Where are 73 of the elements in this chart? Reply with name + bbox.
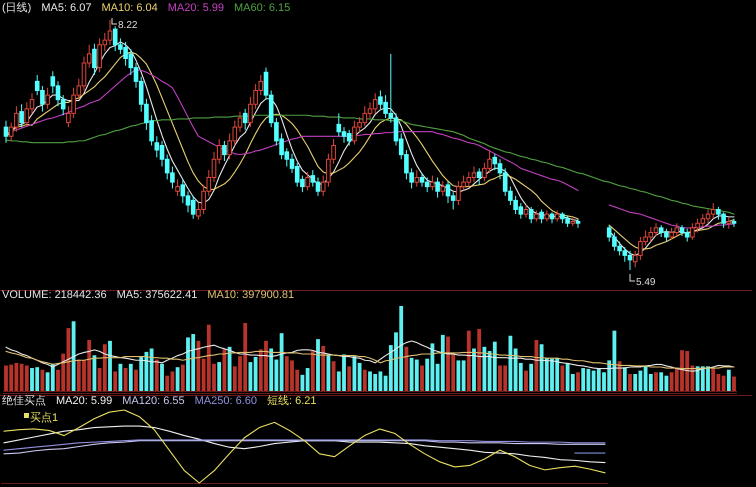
series-label: MA20: 5.99 — [56, 395, 112, 407]
bar — [222, 349, 226, 391]
bar — [529, 364, 534, 391]
chart-title: (日线) — [2, 1, 32, 14]
candlestick — [4, 120, 8, 144]
candlestick — [576, 218, 580, 228]
candlestick — [45, 87, 50, 110]
bar — [113, 371, 118, 391]
candlestick — [440, 180, 446, 196]
bar — [404, 346, 408, 391]
text: MA20: 5.99 — [168, 2, 224, 14]
text: 5.49 — [636, 277, 656, 288]
candlestick — [570, 217, 576, 227]
bar — [732, 376, 736, 391]
candlestick — [430, 175, 435, 191]
bar — [124, 368, 128, 391]
bar — [472, 348, 476, 391]
bar — [534, 340, 538, 391]
bar — [524, 370, 528, 391]
text: MA60: 6.15 — [234, 2, 290, 14]
text: MA10: 6.04 — [101, 2, 158, 14]
bar — [332, 361, 336, 391]
series-label: 短线: 6.21 — [267, 394, 317, 407]
text: MA120: 6.55 — [122, 395, 185, 407]
bar — [347, 366, 352, 391]
bar — [654, 372, 658, 391]
candlestick — [92, 43, 97, 76]
bar — [180, 364, 185, 391]
candlestick — [476, 168, 482, 186]
bar — [217, 362, 222, 391]
annotation: 买点1 — [30, 411, 58, 424]
candlestick — [524, 204, 528, 218]
chart-title: 绝佳买点 — [2, 394, 46, 407]
text: MA5: 375622.41 — [116, 289, 198, 301]
text: MA10: 397900.81 — [207, 289, 294, 301]
candlestick — [19, 104, 24, 128]
bar — [618, 361, 622, 391]
bar — [362, 370, 367, 391]
candlestick — [539, 209, 544, 224]
bar — [92, 355, 96, 391]
bar — [72, 321, 76, 391]
candlestick — [732, 218, 736, 228]
candlestick — [544, 210, 550, 222]
bar — [40, 370, 44, 391]
candlestick — [222, 140, 227, 162]
bar — [128, 364, 133, 391]
bar — [134, 370, 138, 391]
bar — [160, 364, 164, 391]
candlestick — [534, 210, 539, 222]
candlestick — [305, 172, 310, 191]
candlestick — [242, 108, 248, 130]
candlestick — [550, 212, 554, 224]
bar — [576, 372, 580, 391]
text: MA250: 6.60 — [194, 395, 258, 407]
candlestick — [435, 177, 440, 198]
candlestick — [554, 210, 560, 222]
candlestick — [175, 178, 180, 196]
bar — [420, 366, 424, 391]
annotation: 8.22 — [118, 20, 138, 31]
text: MA5: 6.07 — [41, 2, 92, 14]
bar — [326, 354, 330, 391]
bar — [726, 370, 731, 391]
bar — [108, 340, 112, 391]
bar — [176, 367, 180, 391]
bar — [560, 366, 564, 391]
bar — [628, 374, 632, 391]
candlestick — [528, 206, 534, 224]
candlestick — [414, 170, 420, 188]
bar — [228, 346, 232, 391]
candlestick — [726, 217, 732, 230]
bar — [118, 364, 122, 391]
chart-title: VOLUME: 218442.36 — [2, 289, 107, 301]
bar — [316, 339, 320, 391]
